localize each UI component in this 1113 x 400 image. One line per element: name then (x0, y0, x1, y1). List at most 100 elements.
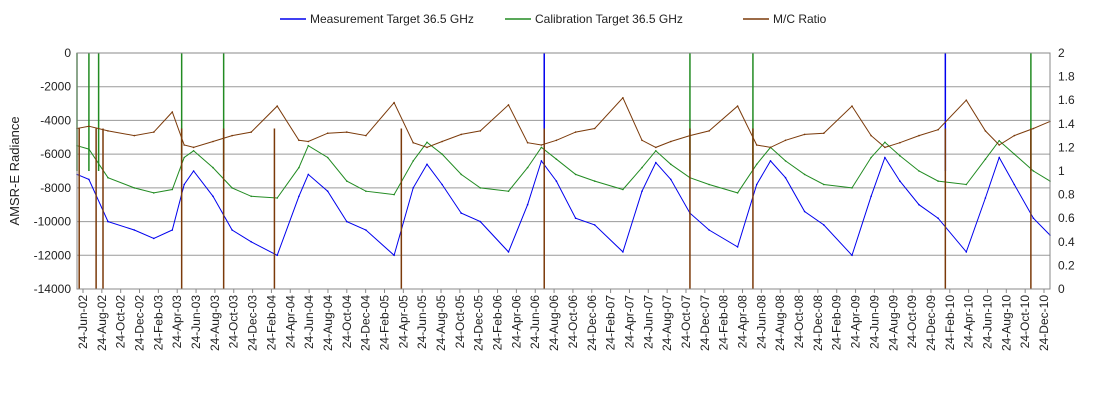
series-point (918, 170, 920, 172)
series-point (298, 166, 300, 169)
series-point (153, 131, 155, 133)
series-point (755, 144, 758, 146)
series-point (965, 183, 968, 186)
series-point (326, 132, 329, 134)
right-tick-label: 1.4 (1058, 117, 1075, 131)
series-point (670, 163, 672, 166)
series-point (622, 251, 624, 253)
series-point (708, 183, 710, 186)
series-point (365, 229, 367, 231)
series-point (441, 183, 443, 186)
series-point (918, 134, 920, 137)
series-point (183, 156, 185, 159)
x-tick-label: 24-Dec-07 (698, 295, 712, 351)
x-tick-label: 24-Apr-09 (849, 295, 863, 349)
x-tick-label: 24-Apr-07 (622, 295, 636, 349)
series-point (441, 140, 443, 143)
series-point (851, 254, 853, 257)
series-point (460, 133, 463, 136)
series-point (212, 195, 214, 198)
left-y-axis: 0 -2000 -4000 -6000 -8000 -10000 -12000 -14000 (34, 46, 72, 296)
x-tick-label: 24-Oct-04 (340, 295, 354, 349)
series-point (823, 224, 825, 226)
series-point (276, 254, 279, 257)
series-point (803, 133, 806, 136)
x-tick-label: 24-Aug-05 (434, 295, 448, 351)
right-tick-label: 1.6 (1058, 93, 1075, 107)
x-tick-label: 24-Dec-02 (133, 295, 147, 351)
x-tick-label: 24-Aug-06 (547, 295, 561, 351)
x-tick-label: 24-Apr-08 (736, 295, 750, 349)
series-point (574, 131, 577, 133)
right-y-axis: 2 1.8 1.6 1.4 1.2 1 0.8 0.6 0.4 0.2 0 (1058, 46, 1075, 296)
right-tick-label: 2 (1058, 46, 1065, 60)
series-point (736, 192, 739, 194)
x-tick-label: 24-Jun-02 (76, 295, 90, 349)
x-tick-label: 24-Feb-05 (377, 295, 391, 351)
x-tick-label: 24-Aug-07 (660, 295, 674, 351)
series-point (107, 130, 109, 132)
series-point (231, 134, 233, 137)
series-point (937, 217, 939, 219)
series-point (574, 217, 577, 219)
series-point (365, 190, 367, 192)
series-point (540, 146, 543, 149)
series-point (593, 180, 596, 182)
series-point (192, 170, 195, 172)
series-point (346, 131, 348, 133)
series-point (851, 187, 853, 189)
right-tick-label: 1 (1058, 164, 1065, 178)
x-tick-label: 24-Jun-06 (528, 295, 542, 349)
x-tick-label: 24-Jun-09 (867, 295, 881, 349)
series-point (171, 229, 174, 231)
series-point (870, 195, 872, 198)
series-point (479, 187, 482, 189)
series-point (998, 144, 1000, 146)
series-point (412, 160, 415, 162)
x-tick-label: 24-Oct-07 (679, 295, 693, 349)
right-tick-label: 0.2 (1058, 258, 1075, 272)
series-point (918, 203, 920, 206)
series-point (183, 144, 185, 146)
series-point (965, 99, 968, 101)
legend-label: Calibration Target 36.5 GHz (535, 12, 683, 26)
series-point (736, 246, 739, 248)
series-point (276, 197, 279, 199)
series-point (884, 146, 886, 149)
series-point (231, 229, 233, 231)
series-point (708, 229, 710, 231)
series-point (426, 163, 428, 166)
x-tick-label: 24-Dec-06 (585, 295, 599, 351)
series-point (426, 146, 428, 149)
series-point (441, 153, 443, 155)
series-point (998, 139, 1000, 142)
series-point (133, 187, 136, 189)
series-point (670, 178, 672, 181)
series-point (171, 111, 174, 113)
series-point (803, 210, 806, 213)
series-point (622, 97, 624, 99)
series-point (171, 188, 174, 191)
series-point (307, 140, 310, 143)
series-point (899, 180, 901, 182)
series-point (555, 139, 558, 142)
x-axis: 24-Jun-02 24-Aug-02 24-Oct-02 24-Dec-02 24-F… (76, 289, 1051, 351)
x-tick-label: 24-Oct-05 (453, 295, 467, 349)
x-tick-label: 24-Dec-08 (811, 295, 825, 351)
series-point (133, 134, 136, 137)
series-point (460, 212, 463, 214)
series-point (823, 132, 825, 134)
x-tick-label: 24-Apr-04 (283, 295, 297, 349)
series-point (784, 139, 787, 142)
series-point (393, 254, 395, 257)
legend-label: Measurement Target 36.5 GHz (310, 12, 474, 26)
series-point (655, 161, 657, 164)
series-point (736, 105, 739, 107)
series-point (784, 160, 787, 162)
x-tick-label: 24-Feb-10 (943, 295, 957, 351)
series-point (984, 130, 987, 132)
series-point (183, 183, 185, 186)
series-point (1032, 127, 1035, 130)
series-point (192, 150, 195, 152)
series-point (540, 144, 543, 146)
